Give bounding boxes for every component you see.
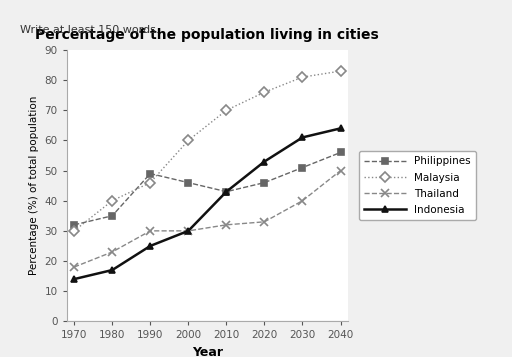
Philippines bbox=[109, 213, 115, 218]
Line: Malaysia: Malaysia bbox=[71, 67, 344, 234]
Indonesia bbox=[185, 229, 191, 233]
Thailand bbox=[337, 169, 344, 173]
Philippines bbox=[337, 150, 344, 155]
Thailand bbox=[147, 229, 154, 233]
Line: Thailand: Thailand bbox=[70, 166, 345, 271]
Title: Percentage of the population living in cities: Percentage of the population living in c… bbox=[35, 28, 379, 42]
Y-axis label: Percentage (%) of total population: Percentage (%) of total population bbox=[29, 96, 39, 275]
Thailand bbox=[109, 250, 115, 254]
Thailand bbox=[300, 198, 306, 203]
Indonesia bbox=[261, 159, 267, 164]
Line: Indonesia: Indonesia bbox=[71, 125, 344, 283]
Philippines bbox=[300, 165, 306, 170]
Malaysia bbox=[300, 75, 306, 79]
Malaysia bbox=[109, 198, 115, 203]
Malaysia bbox=[147, 181, 154, 185]
Malaysia bbox=[185, 138, 191, 142]
Malaysia bbox=[71, 229, 77, 233]
Philippines bbox=[147, 171, 154, 176]
Philippines bbox=[185, 181, 191, 185]
Malaysia bbox=[261, 90, 267, 94]
Line: Philippines: Philippines bbox=[71, 149, 344, 228]
X-axis label: Year: Year bbox=[192, 346, 223, 357]
Thailand bbox=[261, 220, 267, 224]
Indonesia bbox=[109, 268, 115, 272]
Indonesia bbox=[300, 135, 306, 140]
Indonesia bbox=[71, 277, 77, 281]
Philippines bbox=[261, 181, 267, 185]
Legend: Philippines, Malaysia, Thailand, Indonesia: Philippines, Malaysia, Thailand, Indones… bbox=[359, 151, 476, 220]
Indonesia bbox=[147, 244, 154, 248]
Philippines bbox=[223, 190, 229, 194]
Malaysia bbox=[337, 69, 344, 73]
Text: Write at least 150 words.: Write at least 150 words. bbox=[20, 25, 160, 35]
Thailand bbox=[71, 265, 77, 269]
Malaysia bbox=[223, 108, 229, 112]
Philippines bbox=[71, 223, 77, 227]
Thailand bbox=[223, 223, 229, 227]
Indonesia bbox=[223, 190, 229, 194]
Indonesia bbox=[337, 126, 344, 131]
Thailand bbox=[185, 229, 191, 233]
